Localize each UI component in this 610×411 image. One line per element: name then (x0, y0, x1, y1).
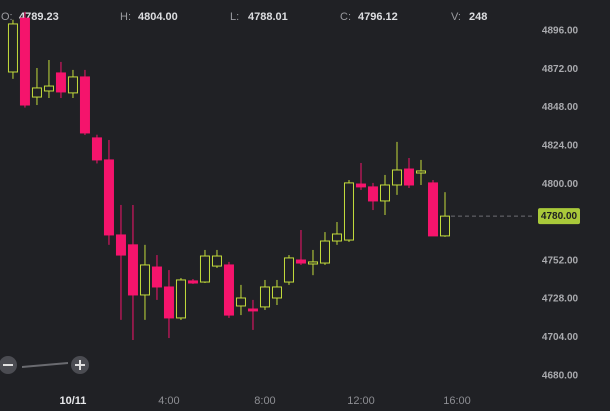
candle-body (211, 255, 222, 267)
candle-body (295, 259, 306, 264)
candle-body (127, 244, 138, 296)
legend-label: C: (340, 11, 351, 23)
candle-body (31, 87, 42, 98)
zoom-slider[interactable] (22, 362, 68, 368)
price-axis (535, 0, 610, 392)
legend-value: 4804.00 (138, 11, 178, 23)
legend-label: H: (120, 11, 131, 23)
candle-body (331, 233, 342, 242)
y-tick-label: 4872.00 (542, 64, 579, 75)
y-tick-label: 4728.00 (542, 294, 579, 305)
candle-body (343, 182, 354, 241)
candle-body (259, 286, 270, 308)
last-price-label: 4780.00 (541, 211, 578, 222)
legend-value: 248 (469, 11, 487, 23)
y-tick-label: 4680.00 (542, 370, 579, 381)
last-price-box (538, 208, 580, 225)
candle-body (151, 266, 162, 288)
candle-body (103, 159, 114, 236)
legend-label: V: (451, 11, 461, 23)
candle-body (271, 286, 282, 299)
candle-body (247, 308, 258, 312)
candle-body (19, 17, 30, 106)
candle-body (7, 23, 18, 73)
candle-body (403, 168, 414, 186)
candle-body (355, 183, 366, 188)
candle-body (187, 280, 198, 284)
candle-body (367, 186, 378, 202)
y-tick-label: 4848.00 (542, 102, 579, 113)
legend-label: O: (1, 11, 13, 23)
zoom-controls (0, 356, 89, 374)
candle-body (427, 182, 438, 237)
candle-body (43, 85, 54, 92)
candle-body (91, 137, 102, 161)
y-tick-label: 4704.00 (542, 332, 579, 343)
y-tick-label: 4800.00 (542, 179, 579, 190)
candle-body (139, 264, 150, 296)
legend-label: L: (230, 11, 239, 23)
x-tick-label: 8:00 (254, 395, 275, 407)
candle-body (307, 261, 318, 265)
candle-body (67, 76, 78, 94)
candle-body (115, 234, 126, 256)
candle-body (283, 257, 294, 283)
legend-value: 4796.12 (358, 11, 398, 23)
candle-body (55, 72, 66, 93)
candle-body (175, 279, 186, 319)
candle-body (319, 240, 330, 264)
x-tick-label: 4:00 (158, 395, 179, 407)
candle-body (163, 286, 174, 319)
y-tick-label: 4824.00 (542, 141, 579, 152)
x-tick-label: 12:00 (347, 395, 375, 407)
candle-body (199, 255, 210, 283)
y-tick-label: 4896.00 (542, 26, 579, 37)
candle-body (79, 76, 90, 134)
candle-body (379, 184, 390, 202)
x-tick-label: 10/11 (60, 395, 87, 407)
candle-body (439, 215, 450, 237)
x-tick-label: 16:00 (443, 395, 471, 407)
candle-body (391, 169, 402, 186)
legend-value: 4788.01 (248, 11, 288, 23)
candle-body (235, 297, 246, 307)
candle-body (223, 264, 234, 316)
candle-body (415, 170, 426, 174)
y-tick-label: 4752.00 (542, 255, 579, 266)
